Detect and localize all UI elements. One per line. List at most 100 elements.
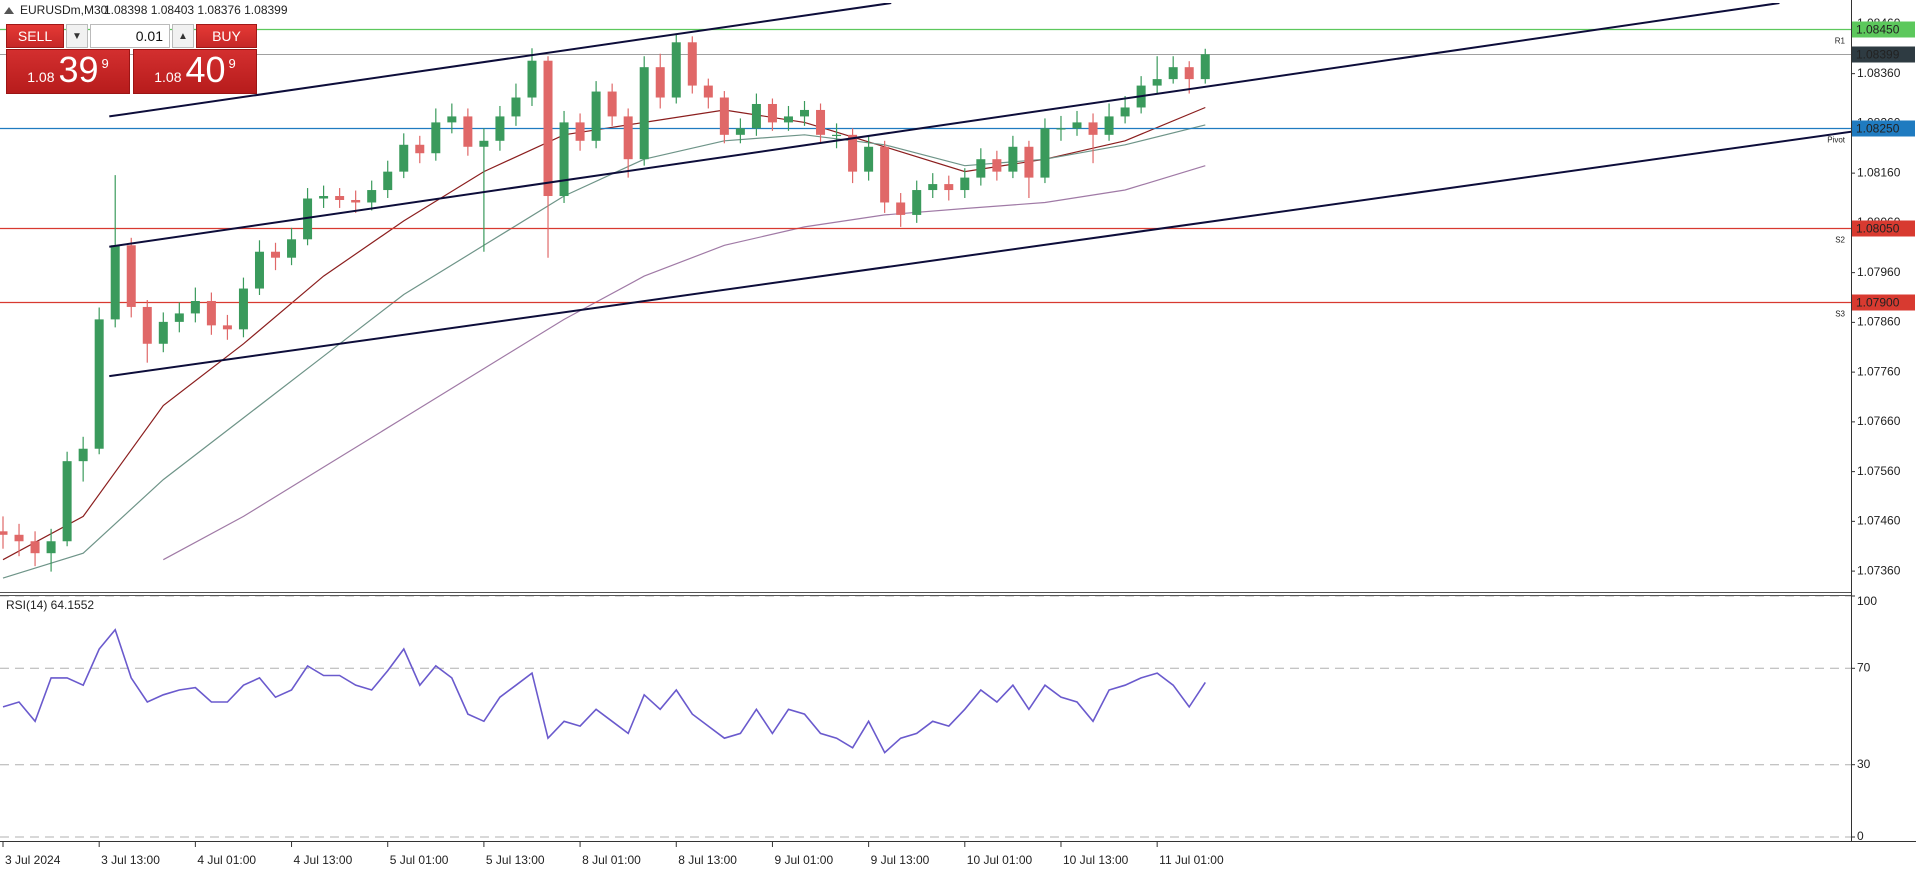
candle-body [751,103,761,129]
candle-body [896,202,906,215]
bid-price[interactable]: 1.08 39 9 [6,49,130,94]
candle-body [687,42,697,86]
candle-body [735,128,745,135]
candle-body [703,85,713,98]
last-price-box [1852,46,1915,63]
lot-input[interactable]: 0.01 [90,24,170,48]
candle-body [1088,122,1098,135]
candle-body [238,288,248,330]
candle-body [1056,128,1066,130]
y-tick-label: 1.07960 [1857,265,1901,279]
candle-body [158,321,168,344]
trend-line [109,3,892,118]
level-value: 1.08050 [1856,222,1900,236]
trend-line [109,130,1851,378]
moving-average [163,165,1206,561]
candle-body [816,109,826,135]
y-tick-label: 1.07660 [1857,414,1901,428]
lot-down[interactable]: ▼ [66,24,88,48]
candle-body [1024,146,1034,178]
x-tick-label: 3 Jul 13:00 [101,853,160,867]
candle-body [190,300,200,314]
level-box [1852,294,1915,311]
x-tick-label: 10 Jul 01:00 [967,853,1033,867]
candle-body [783,116,793,123]
candle-body [399,144,409,172]
candle-body [94,319,104,449]
level-name: R1 [1835,37,1846,46]
y-tick-label: 1.07560 [1857,464,1901,478]
level-box [1852,120,1915,137]
last-price-value: 1.08399 [1856,48,1900,62]
candle-body [479,140,489,147]
candle-body [591,91,601,141]
candle-body [1072,122,1082,129]
y-tick-label: 0 [1857,829,1864,843]
candle-body [206,300,216,326]
y-tick-label: 30 [1857,757,1871,771]
trend-line [109,3,1780,248]
candle-body [1152,79,1162,86]
level-box [1852,220,1915,237]
level-name: Pivot [1827,136,1846,145]
candle-body [287,239,297,258]
candle-body [46,541,56,554]
candle-body [62,461,72,542]
candle-body [607,91,617,117]
candle-body [992,159,1002,172]
trade-row: SELL ▼ 0.01 ▲ BUY [6,24,257,48]
x-tick-label: 11 Jul 01:00 [1159,853,1224,867]
candle-body [142,306,152,344]
candle-body [1200,54,1210,80]
bid-point: 9 [101,56,109,71]
candle-body [543,60,553,197]
lot-up[interactable]: ▲ [172,24,194,48]
candle-body [527,60,537,98]
candle-body [944,184,954,191]
candle-body [30,541,40,554]
candle-body [351,199,361,203]
candle-body [960,177,970,191]
candle-body [928,184,938,191]
ask-price[interactable]: 1.08 40 9 [133,49,257,94]
y-tick-label: 1.07460 [1857,514,1901,528]
axes: 1.084601.083601.082601.081601.080601.079… [2,16,1915,867]
candle-body [319,196,329,199]
rsi-line [2,628,1206,754]
level-value: 1.08250 [1856,122,1900,136]
candle-body [174,313,184,322]
candle-body [655,67,665,98]
y-tick-label: 1.07760 [1857,364,1901,378]
moving-average [2,124,1206,579]
ask-pips: 40 [185,49,226,90]
trade-panel: SELL ▼ 0.01 ▲ BUY 1.08 39 9 1.08 40 9 [6,24,257,94]
ask-point: 9 [228,56,236,71]
x-tick-label: 9 Jul 01:00 [774,853,833,867]
level-value: 1.08450 [1856,23,1900,37]
candle-body [848,134,858,172]
symbol-title: EURUSDm,M30 [20,3,108,17]
buy-button[interactable]: BUY [196,24,257,48]
candle-body [800,109,809,117]
candle-body [415,144,425,154]
candle-body [639,67,649,160]
candle-body [78,448,88,462]
candle-body [575,122,585,141]
level-name: S2 [1835,236,1845,245]
candle-body [126,245,136,307]
sell-button[interactable]: SELL [6,24,64,48]
candle-body [14,534,24,542]
y-tick-label: 100 [1857,594,1877,608]
candle-body [0,531,8,535]
rsi-plot [0,596,1851,838]
x-tick-label: 10 Jul 13:00 [1063,853,1129,867]
candle-body [511,97,521,117]
x-tick-label: 8 Jul 13:00 [678,853,737,867]
candle-body [271,251,281,258]
candle-body [976,159,986,178]
candle-body [447,116,457,123]
candle-body [110,245,120,320]
